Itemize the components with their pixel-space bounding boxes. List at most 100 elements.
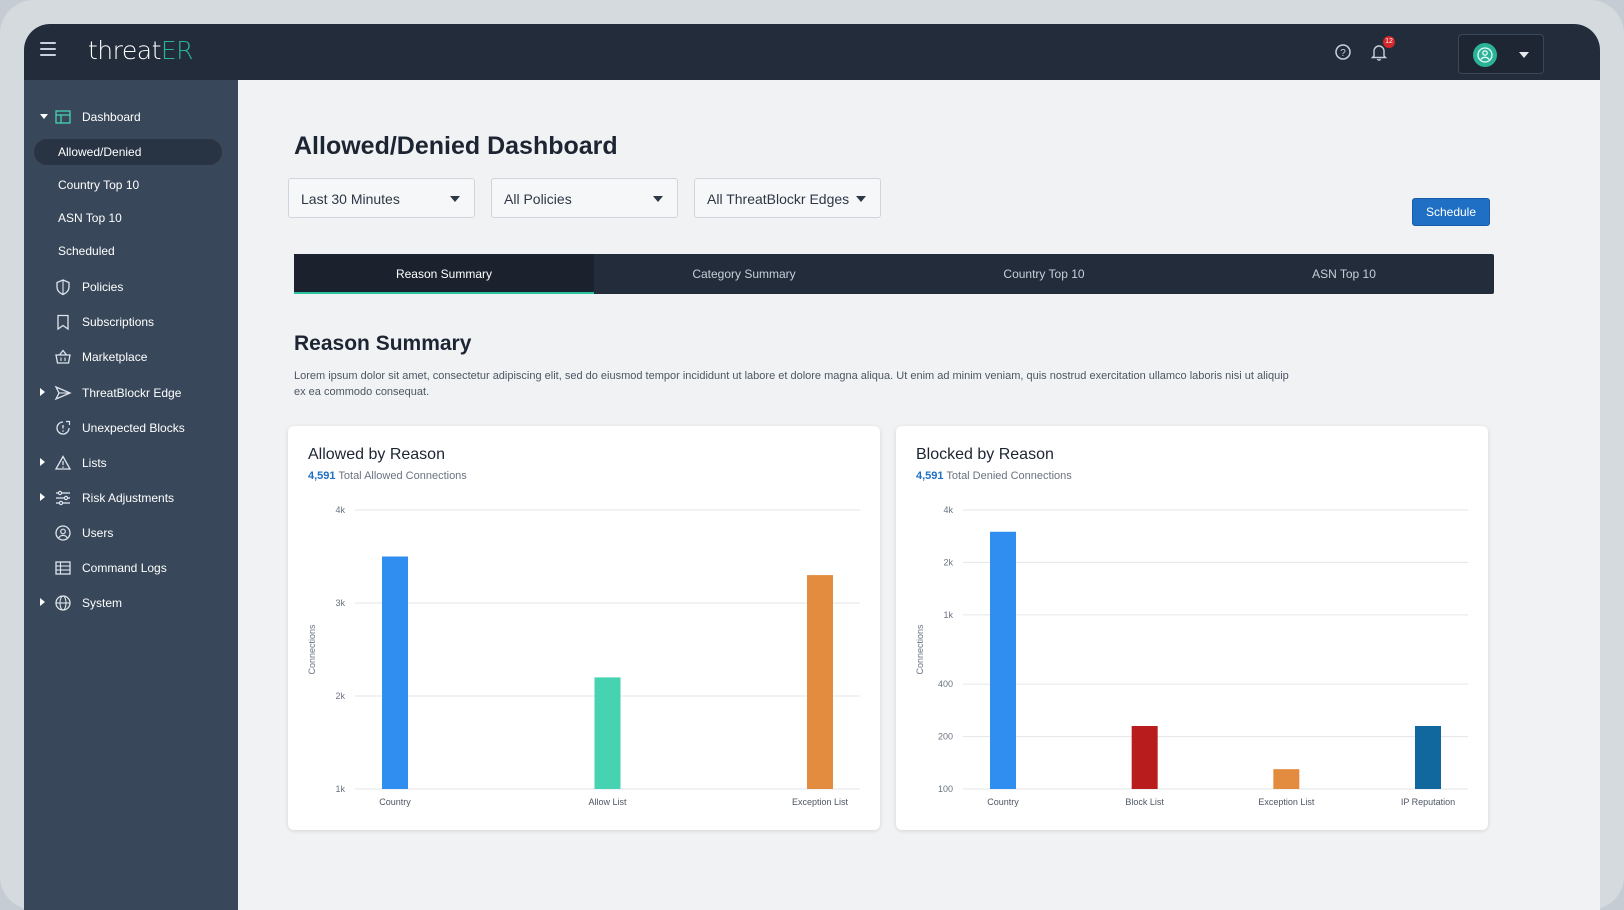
tab-bar: Reason Summary Category Summary Country … <box>294 254 1494 294</box>
user-icon <box>54 524 72 542</box>
card-title: Blocked by Reason <box>916 446 1054 463</box>
x-tick-label: Exception List <box>792 797 849 807</box>
menu-icon[interactable] <box>40 42 56 58</box>
sidebar-item-label: Scheduled <box>58 244 115 258</box>
time-range-select[interactable]: Last 30 Minutes <box>288 178 475 218</box>
x-tick-label: Block List <box>1125 797 1164 807</box>
sidebar-item-label: Risk Adjustments <box>82 491 175 505</box>
tab-reason-summary[interactable]: Reason Summary <box>294 254 594 294</box>
svg-text:?: ? <box>1340 48 1346 59</box>
sidebar-item-label: Subscriptions <box>82 315 155 329</box>
bar-allow-list <box>594 677 621 789</box>
y-tick-label: 4k <box>943 505 953 515</box>
sidebar-item-label: Dashboard <box>82 110 141 124</box>
bar-country <box>990 531 1016 789</box>
top-bar: threatER ? 12 <box>24 24 1600 80</box>
app-logo[interactable]: threatER <box>88 36 194 65</box>
chevron-down-icon <box>450 196 460 202</box>
tab-asn-top-10[interactable]: ASN Top 10 <box>1312 267 1376 281</box>
y-tick-label: 100 <box>938 784 953 794</box>
clock-alert-icon <box>54 419 72 437</box>
sidebar-item-command-logs[interactable]: Command Logs <box>34 555 222 581</box>
page-title: Allowed/Denied Dashboard <box>294 132 618 160</box>
table-icon <box>54 559 72 577</box>
logo-text: threat <box>88 36 161 65</box>
expand-down-icon[interactable] <box>40 114 48 119</box>
edges-value: All ThreatBlockr Edges <box>707 191 850 207</box>
globe-icon <box>54 594 72 612</box>
sidebar-item-label: Command Logs <box>82 561 167 575</box>
sidebar-item-asn-top-10[interactable]: ASN Top 10 <box>34 205 222 231</box>
expand-right-icon[interactable] <box>40 493 45 501</box>
sidebar-item-label: System <box>82 596 123 610</box>
sidebar-item-users[interactable]: Users <box>34 520 222 546</box>
allowed-by-reason-card: 1k 2k 3k 4k Connections Country Allow List Exce… <box>288 426 880 830</box>
y-axis-label: Connections <box>915 624 925 675</box>
edges-select[interactable]: All ThreatBlockr Edges <box>694 178 881 218</box>
sidebar-item-lists[interactable]: Lists <box>34 450 222 476</box>
y-tick-label: 1k <box>943 610 953 620</box>
bar-exception-list <box>1273 769 1300 789</box>
help-icon[interactable]: ? <box>1333 42 1353 62</box>
avatar <box>1473 43 1497 67</box>
sidebar-item-label: Allowed/Denied <box>58 145 142 159</box>
total-label: Total Denied Connections <box>946 470 1072 482</box>
card-subtitle: 4,591 Total Allowed Connections <box>308 470 467 482</box>
expand-right-icon[interactable] <box>40 388 45 396</box>
total-count: 4,591 <box>916 470 944 482</box>
sidebar-item-label: ASN Top 10 <box>58 211 122 225</box>
notification-badge: 12 <box>1383 36 1395 48</box>
sidebar-item-policies[interactable]: Policies <box>34 274 222 300</box>
shield-icon <box>54 278 72 296</box>
y-tick-label: 1k <box>335 784 345 794</box>
y-tick-label: 3k <box>335 598 345 608</box>
sidebar-item-dashboard[interactable]: Dashboard <box>34 104 222 130</box>
sidebar-item-system[interactable]: System <box>34 590 222 616</box>
policies-select[interactable]: All Policies <box>491 178 678 218</box>
sidebar-item-risk-adjustments[interactable]: Risk Adjustments <box>34 485 222 511</box>
sidebar-item-marketplace[interactable]: Marketplace <box>34 344 222 370</box>
user-menu[interactable] <box>1458 34 1544 74</box>
card-subtitle: 4,591 Total Denied Connections <box>916 470 1072 482</box>
x-tick-label: Country <box>987 797 1019 807</box>
allowed-by-reason-chart: 1k 2k 3k 4k Connections Country Allow List Exce… <box>307 505 860 807</box>
y-tick-label: 200 <box>938 732 953 742</box>
expand-right-icon[interactable] <box>40 458 45 466</box>
tab-country-top-10[interactable]: Country Top 10 <box>1003 267 1085 281</box>
sidebar-item-label: Lists <box>82 456 107 470</box>
bar-exception-list <box>807 575 833 789</box>
section-description: Lorem ipsum dolor sit amet, consectetur … <box>294 370 1289 398</box>
main-content: Allowed/Denied Dashboard Last 30 Minutes… <box>238 80 1600 910</box>
sidebar-item-scheduled[interactable]: Scheduled <box>34 238 222 264</box>
schedule-button[interactable]: Schedule <box>1412 198 1490 226</box>
time-range-value: Last 30 Minutes <box>301 191 400 207</box>
x-tick-label: Country <box>379 797 411 807</box>
sidebar-item-unexpected-blocks[interactable]: Unexpected Blocks <box>34 415 222 441</box>
tab-category-summary[interactable]: Category Summary <box>692 267 796 281</box>
edge-icon <box>54 384 72 402</box>
bell-icon[interactable]: 12 <box>1369 36 1395 62</box>
sidebar-item-country-top-10[interactable]: Country Top 10 <box>34 172 222 198</box>
card-title: Allowed by Reason <box>308 446 445 463</box>
expand-right-icon[interactable] <box>40 598 45 606</box>
total-count: 4,591 <box>308 470 336 482</box>
sidebar: Dashboard Allowed/Denied Country Top 10 … <box>24 80 238 910</box>
bar-ip-reputation <box>1415 726 1441 789</box>
y-axis-label: Connections <box>307 624 317 675</box>
x-tick-label: Exception List <box>1258 797 1315 807</box>
dashboard-icon <box>54 108 72 126</box>
sidebar-item-subscriptions[interactable]: Subscriptions <box>34 309 222 335</box>
sidebar-item-label: Policies <box>82 280 124 294</box>
sidebar-item-allowed-denied[interactable]: Allowed/Denied <box>34 139 222 165</box>
blocked-by-reason-chart: 100 200 400 1k 2k 4k Connections Country Block L… <box>915 505 1468 807</box>
sidebar-item-label: Users <box>82 526 114 540</box>
logo-accent: ER <box>160 36 194 65</box>
sidebar-item-label: Marketplace <box>82 350 148 364</box>
y-tick-label: 2k <box>335 691 345 701</box>
policies-value: All Policies <box>504 191 572 207</box>
warning-icon <box>54 454 72 472</box>
sliders-icon <box>54 489 72 507</box>
bar-country <box>382 556 408 789</box>
sidebar-item-label: ThreatBlockr Edge <box>82 386 182 400</box>
sidebar-item-threatblockr-edge[interactable]: ThreatBlockr Edge <box>34 380 222 406</box>
